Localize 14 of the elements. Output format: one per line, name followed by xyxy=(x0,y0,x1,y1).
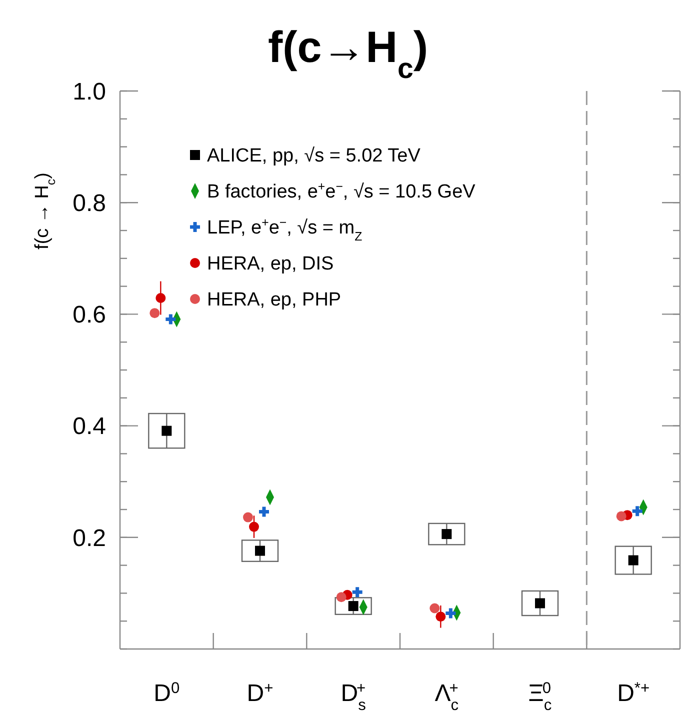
legend-label: ALICE, pp, √s = 5.02 TeV xyxy=(207,146,421,167)
y-tick-label: 0.4 xyxy=(72,413,106,440)
x-tick-label: D$^{0}$ xyxy=(154,680,180,707)
legend-label: HERA, ep, PHP xyxy=(207,290,342,311)
x-tick-label: D$^{*+}$ xyxy=(617,680,650,707)
chart-title: f(c→H$_{c}$) xyxy=(268,23,428,85)
y-tick-label: 1.0 xyxy=(72,78,106,106)
legend-label: HERA, ep, DIS xyxy=(207,254,334,275)
y-tick-label: 0.6 xyxy=(72,302,106,329)
y-tick-label: 0.2 xyxy=(72,524,106,552)
legend-label: B factories, e$^{+}$e$^{−}$, √s = 10.5 GeV xyxy=(207,180,476,203)
y-tick-label: 0.8 xyxy=(72,190,106,217)
legend-label: LEP, e$^{+}$e$^{−}$, √s = m$_{Z}$ xyxy=(207,216,363,244)
x-tick-label: D$^{+}$ xyxy=(246,680,274,707)
